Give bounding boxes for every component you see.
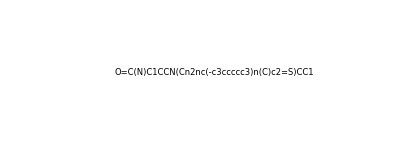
Text: O=C(N)C1CCN(Cn2nc(-c3ccccc3)n(C)c2=S)CC1: O=C(N)C1CCN(Cn2nc(-c3ccccc3)n(C)c2=S)CC1 (115, 68, 314, 77)
